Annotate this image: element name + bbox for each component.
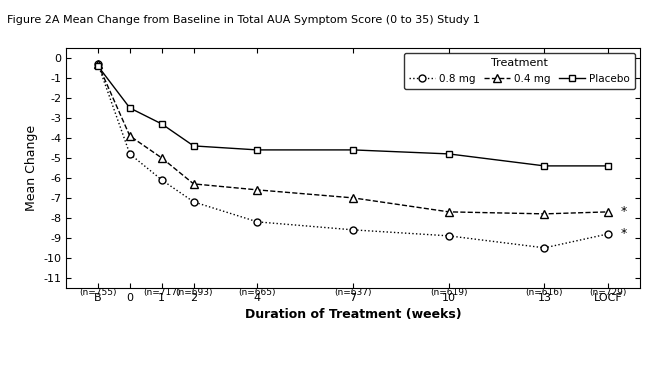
Text: Figure 2A Mean Change from Baseline in Total AUA Symptom Score (0 to 35) Study 1: Figure 2A Mean Change from Baseline in T… bbox=[7, 15, 480, 25]
Text: (n=755): (n=755) bbox=[79, 288, 117, 297]
Text: (n=665): (n=665) bbox=[239, 288, 276, 297]
Legend: 0.8 mg, 0.4 mg, Placebo: 0.8 mg, 0.4 mg, Placebo bbox=[403, 53, 635, 89]
Text: (n=637): (n=637) bbox=[335, 288, 372, 297]
Text: (n=729): (n=729) bbox=[589, 288, 627, 297]
Text: *: * bbox=[621, 206, 627, 218]
Text: (n=693): (n=693) bbox=[175, 288, 213, 297]
Text: (n=619): (n=619) bbox=[430, 288, 467, 297]
Y-axis label: Mean Change: Mean Change bbox=[24, 125, 38, 211]
Text: *: * bbox=[621, 227, 627, 240]
Text: (n=616): (n=616) bbox=[526, 288, 563, 297]
X-axis label: Duration of Treatment (weeks): Duration of Treatment (weeks) bbox=[245, 308, 461, 321]
Text: (n=717): (n=717) bbox=[143, 288, 180, 297]
